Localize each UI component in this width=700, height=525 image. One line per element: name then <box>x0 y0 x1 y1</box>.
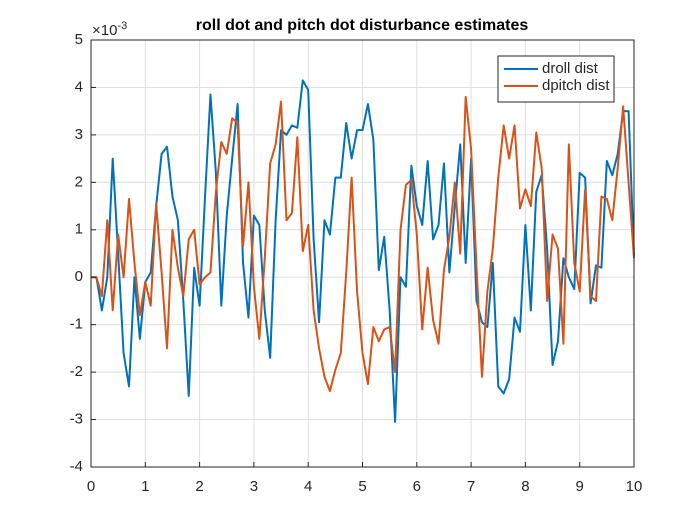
x-tick-label: 7 <box>467 478 475 495</box>
y-exponent-base: ×10 <box>92 22 117 39</box>
y-tick-label: 0 <box>75 268 83 285</box>
x-tick-label: 10 <box>626 478 643 495</box>
y-tick-label: -4 <box>70 458 83 475</box>
y-tick-label: 1 <box>75 221 83 238</box>
x-tick-label: 3 <box>250 478 258 495</box>
y-tick-label: -1 <box>70 316 83 333</box>
x-tick-label: 0 <box>87 478 95 495</box>
y-exponent-power: -3 <box>117 20 127 32</box>
y-exponent: ×10-3 <box>92 20 127 39</box>
legend-box <box>497 55 615 103</box>
ticks: 0 1 2 3 4 5 6 7 8 9 10 -4 -3 -2 -1 0 1 2 3 4 5 <box>70 31 643 495</box>
y-tick-label: -2 <box>70 363 83 380</box>
chart-title: roll dot and pitch dot disturbance estim… <box>196 17 529 34</box>
x-tick-label: 6 <box>413 478 421 495</box>
x-tick-label: 1 <box>141 478 149 495</box>
y-tick-label: 5 <box>75 31 83 48</box>
x-tick-label: 8 <box>521 478 529 495</box>
legend-label: dpitch dist <box>542 77 610 94</box>
x-tick-label: 5 <box>358 478 366 495</box>
x-tick-label: 2 <box>195 478 203 495</box>
legend-label: droll dist <box>542 60 599 77</box>
lines <box>91 79 635 423</box>
y-tick-label: -3 <box>70 411 83 428</box>
x-tick-label: 4 <box>304 478 312 495</box>
y-tick-label: 4 <box>75 78 83 95</box>
y-tick-label: 2 <box>75 173 83 190</box>
series-line <box>91 95 635 393</box>
y-tick-label: 3 <box>75 126 83 143</box>
x-tick-label: 9 <box>576 478 584 495</box>
